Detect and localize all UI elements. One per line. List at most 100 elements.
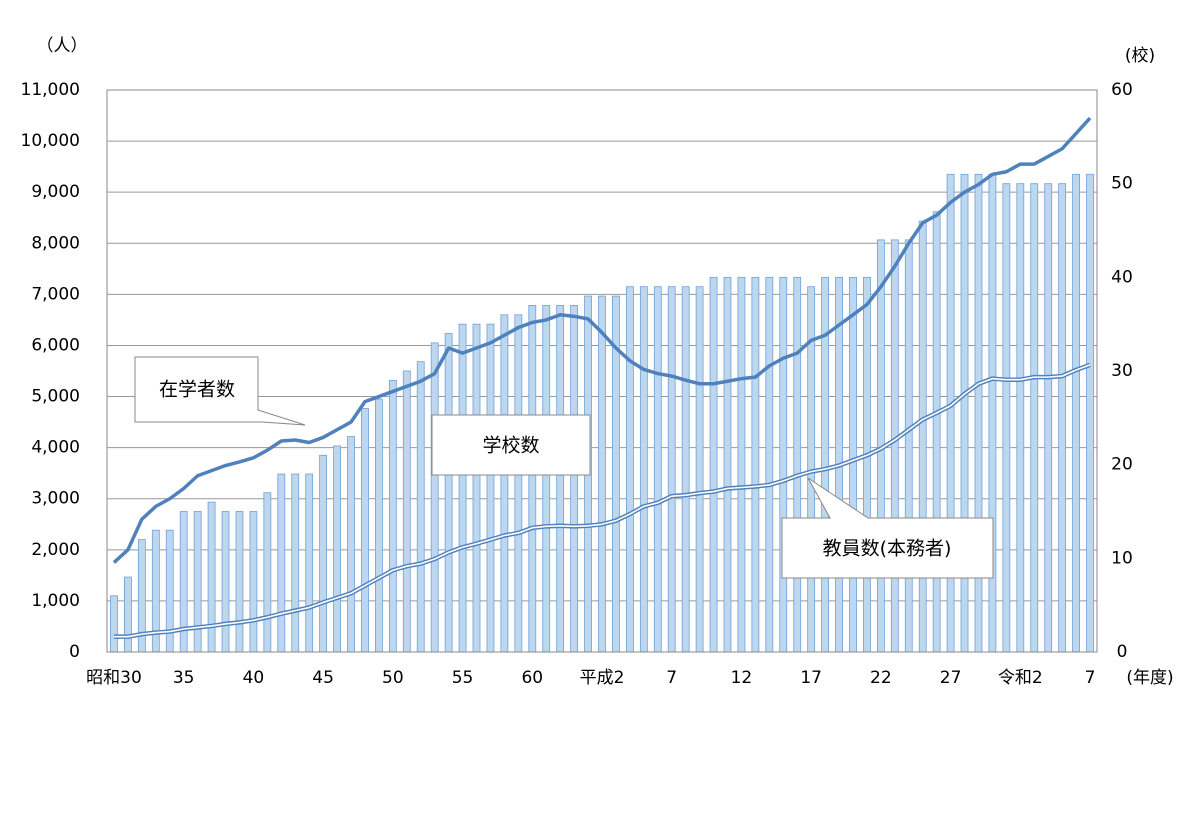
bar: [319, 454, 328, 653]
bar: [207, 501, 216, 653]
x-tick-label: 45: [312, 668, 334, 688]
x-tick-label: 17: [800, 668, 822, 688]
bar: [709, 276, 718, 653]
x-tick-label: 40: [243, 668, 265, 688]
bar: [1044, 183, 1053, 653]
x-unit: (年度): [1126, 668, 1173, 688]
y-tick-label: 0: [69, 642, 80, 662]
bar: [347, 436, 355, 653]
bar: [1002, 183, 1011, 653]
bar: [514, 314, 523, 653]
bar: [263, 492, 272, 653]
bar: [1016, 183, 1025, 653]
bar: [653, 286, 662, 653]
x-tick-label: 昭和30: [86, 668, 142, 688]
bar: [849, 276, 857, 653]
bar: [779, 276, 788, 653]
bar: [193, 511, 202, 653]
y-tick-label: 3,000: [31, 489, 80, 509]
y2-tick-label: 20: [1111, 455, 1133, 475]
y2-tick-label: 50: [1111, 174, 1133, 194]
y-tick-label: 9,000: [31, 182, 80, 202]
bar: [361, 408, 369, 653]
bar: [1086, 173, 1094, 653]
bar: [458, 323, 467, 653]
bar: [388, 379, 397, 653]
bar: [1030, 183, 1039, 653]
bar: [890, 239, 899, 653]
x-tick-label: 60: [521, 668, 543, 688]
bar: [333, 445, 341, 653]
x-tick-label: 22: [870, 668, 892, 688]
line: [112, 116, 1092, 564]
x-tick-label: 27: [940, 668, 962, 688]
bar: [542, 305, 551, 653]
bar: [988, 173, 997, 653]
bar: [570, 305, 579, 653]
bar: [1058, 183, 1067, 653]
bar: [793, 276, 802, 653]
bar: [863, 276, 871, 653]
plot-border: [106, 89, 1098, 653]
bar: [221, 511, 230, 653]
y2-tick-label: 60: [1111, 80, 1133, 100]
bar: [960, 173, 969, 653]
callout-box: [134, 356, 306, 426]
y2-tick-label: 10: [1111, 548, 1133, 568]
y-tick-label: 2,000: [31, 540, 80, 560]
y-tick-label: 1,000: [31, 591, 80, 611]
lines: [112, 116, 1092, 639]
bar: [974, 173, 983, 653]
x-tick-label: 平成2: [580, 668, 625, 688]
y-tick-label: 4,000: [31, 438, 80, 458]
bar: [681, 286, 690, 653]
y-tick-label: 6,000: [31, 335, 80, 355]
bar: [918, 220, 927, 653]
bar: [375, 398, 383, 653]
callout-label: 教員数(本務者): [823, 538, 952, 560]
bar: [249, 511, 258, 653]
bar: [946, 173, 955, 653]
y2-tick-label: 40: [1111, 267, 1133, 287]
bar: [556, 305, 565, 653]
bar: [695, 286, 704, 653]
callout-label: 学校数: [482, 435, 539, 457]
y-tick-label: 8,000: [31, 233, 80, 253]
x-tick-label: 12: [731, 668, 753, 688]
y-tick-label: 10,000: [21, 131, 80, 151]
bar: [305, 473, 314, 653]
bar: [625, 286, 634, 653]
y-tick-label: 5,000: [31, 387, 80, 407]
bar: [751, 276, 760, 653]
bar: [124, 576, 132, 653]
bar: [472, 323, 481, 653]
bar: [110, 595, 118, 653]
x-tick-label: 35: [173, 668, 195, 688]
bar: [486, 323, 495, 653]
x-tick-label: 7: [666, 668, 677, 688]
bar: [904, 239, 913, 653]
bar: [737, 276, 746, 653]
bar: [416, 361, 425, 653]
y2-tick-label: 0: [1117, 642, 1128, 662]
bar: [402, 370, 411, 653]
bar: [765, 276, 774, 653]
x-tick-label: 7: [1085, 668, 1096, 688]
x-tick-label: 50: [382, 668, 404, 688]
bar: [500, 314, 509, 653]
bar: [639, 286, 648, 653]
y-tick-label: 7,000: [31, 284, 80, 304]
callout-label: 在学者数: [159, 379, 235, 401]
bar: [932, 211, 941, 653]
bar: [235, 511, 244, 653]
callout-box: [431, 414, 591, 476]
x-tick-label: 55: [452, 668, 474, 688]
line-inner: [113, 364, 1091, 638]
bar: [291, 473, 300, 653]
y2-unit: (校): [1125, 46, 1155, 66]
bar: [430, 342, 439, 653]
bar: [598, 295, 606, 653]
bar: [667, 286, 676, 653]
bar: [528, 305, 537, 653]
